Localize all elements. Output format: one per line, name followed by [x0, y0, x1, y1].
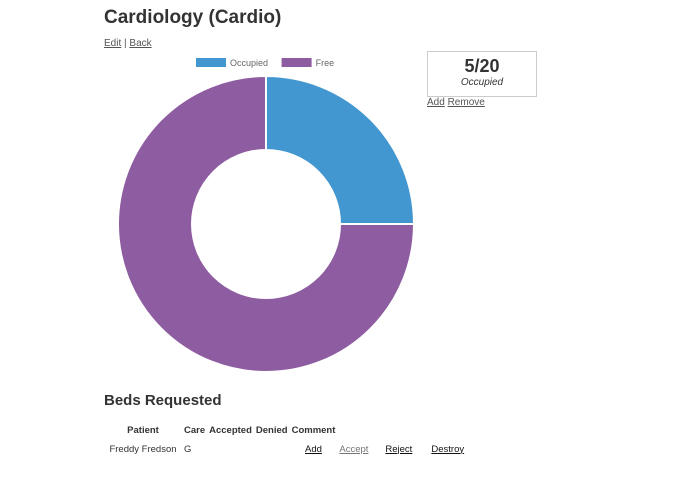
legend-swatch-occupied[interactable] [196, 58, 226, 67]
chart-slice-free[interactable] [117, 74, 416, 373]
column-header-accepted: Accepted [209, 424, 252, 436]
chart-slice-occupied[interactable] [265, 74, 416, 225]
occupancy-label: Occupied [460, 77, 504, 88]
column-header-care: Care [184, 424, 206, 436]
denied-cell [254, 439, 290, 459]
chart-legend: Occupied Free [196, 58, 334, 68]
add-bed-link[interactable]: Add [427, 97, 445, 108]
reject-cell: Reject [383, 439, 429, 459]
page-actions: Edit | Back [104, 38, 152, 49]
reject-link[interactable]: Reject [385, 443, 413, 455]
destroy-cell: Destroy [429, 439, 483, 459]
occupancy-chart-svg: Occupied Free [117, 58, 416, 373]
accept-cell: Accept [337, 439, 383, 459]
column-header-patient: Patient [127, 424, 159, 436]
column-header-empty [429, 421, 483, 439]
column-header-comment: Comment [291, 424, 336, 436]
care-level: G [184, 443, 192, 455]
occupancy-count: 5/20 [464, 56, 500, 76]
page-title: Cardiology (Cardio) [104, 7, 282, 28]
comment-cell: Add [290, 439, 338, 459]
column-header-empty [337, 421, 383, 439]
column-header-empty [383, 421, 429, 439]
legend-label-occupied[interactable]: Occupied [230, 58, 268, 68]
destroy-link[interactable]: Destroy [431, 443, 465, 455]
back-link[interactable]: Back [129, 38, 152, 49]
bed-actions: Add Remove [427, 97, 485, 108]
column-header-denied: Denied [255, 424, 288, 436]
table-header-row: Patient Care Accepted Denied Comment [104, 421, 483, 439]
beds-requested-title: Beds Requested [104, 392, 222, 409]
remove-bed-link[interactable]: Remove [447, 97, 485, 108]
legend-swatch-free[interactable] [281, 58, 312, 67]
occupancy-chart: Occupied Free [104, 52, 424, 378]
patient-name: Freddy Fredson [109, 443, 177, 455]
edit-link[interactable]: Edit [104, 38, 122, 49]
add-comment-link[interactable]: Add [305, 443, 322, 455]
table-row: Freddy Fredson G Add Accept Reject Destr… [104, 439, 483, 459]
accepted-cell [207, 439, 254, 459]
link-separator: | [124, 38, 127, 49]
chart-slices [117, 74, 416, 373]
occupancy-stat-box: 5/20 Occupied [427, 51, 537, 97]
accept-link[interactable]: Accept [339, 443, 369, 455]
beds-requested-table: Patient Care Accepted Denied Comment Fre… [104, 421, 483, 459]
legend-label-free[interactable]: Free [316, 58, 335, 68]
